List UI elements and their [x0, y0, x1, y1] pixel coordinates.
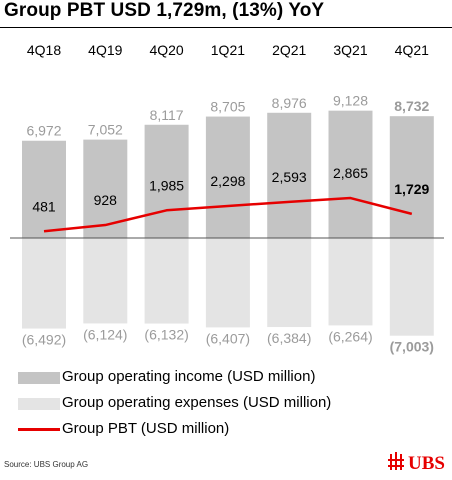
- legend-label-expenses: Group operating expenses (USD million): [62, 394, 332, 411]
- expenses-bar: [389, 238, 434, 336]
- title-divider: [0, 27, 452, 28]
- income-bar: [389, 116, 434, 238]
- x-tick-label: 4Q18: [27, 42, 61, 58]
- expenses-value-label: (6,264): [328, 328, 372, 344]
- expenses-bar: [144, 238, 189, 324]
- expenses-value-label: (7,003): [390, 339, 434, 355]
- expenses-value-label: (6,132): [144, 327, 188, 343]
- income-bar: [83, 139, 128, 238]
- expenses-bar: [205, 238, 250, 328]
- x-tick-label: 3Q21: [333, 42, 367, 58]
- expenses-value-label: (6,492): [22, 332, 66, 348]
- legend-label-pbt: Group PBT (USD million): [62, 420, 230, 437]
- pbt-value-label: 1,985: [149, 177, 184, 193]
- legend-swatch-income: [18, 372, 60, 384]
- income-value-label: 8,732: [394, 98, 429, 114]
- expenses-bar: [22, 238, 66, 329]
- x-tick-label: 4Q19: [88, 42, 122, 58]
- income-value-label: 7,052: [88, 122, 123, 138]
- income-bar: [22, 140, 66, 238]
- pbt-line: [43, 196, 413, 233]
- pbt-value-label: 481: [32, 198, 56, 214]
- income-bar: [328, 110, 373, 238]
- source-note: Source: UBS Group AG: [4, 460, 89, 469]
- legend-label-income: Group operating income (USD million): [62, 368, 316, 385]
- income-bar: [144, 124, 189, 238]
- income-value-label: 8,117: [150, 107, 184, 123]
- ubs-keys-icon: [388, 452, 404, 470]
- income-value-label: 6,972: [26, 123, 61, 139]
- expenses-value-label: (6,407): [206, 330, 250, 346]
- pbt-chart: 4Q18 6,972 (6,492) 4Q19 7,052 (6,124) 4Q20 8,11…: [10, 42, 444, 355]
- expenses-value-label: (6,384): [267, 330, 311, 346]
- chart-title: Group PBT USD 1,729m, (13%) YoY: [4, 0, 325, 21]
- pbt-value-label: 2,593: [272, 169, 307, 185]
- ubs-logo: UBS: [388, 452, 445, 473]
- income-bar: [267, 112, 312, 238]
- pbt-value-label: 928: [94, 192, 118, 208]
- pbt-value-label: 2,865: [333, 165, 368, 181]
- expenses-bar: [83, 238, 128, 324]
- pbt-value-label: 2,298: [210, 173, 245, 189]
- income-value-label: 8,705: [210, 99, 245, 115]
- income-value-label: 9,128: [333, 93, 368, 109]
- expenses-bar: [267, 238, 312, 328]
- ubs-wordmark: UBS: [408, 453, 445, 473]
- income-value-label: 8,976: [272, 95, 307, 111]
- x-tick-label: 4Q21: [395, 42, 429, 58]
- x-tick-label: 2Q21: [272, 42, 306, 58]
- legend-swatch-expenses: [18, 398, 60, 410]
- legend-swatch-pbt: [18, 428, 60, 431]
- x-tick-label: 4Q20: [149, 42, 183, 58]
- x-tick-label: 1Q21: [211, 42, 245, 58]
- income-bar: [205, 116, 250, 238]
- pbt-value-label: 1,729: [394, 181, 429, 197]
- expenses-value-label: (6,124): [83, 326, 127, 342]
- expenses-bar: [328, 238, 373, 326]
